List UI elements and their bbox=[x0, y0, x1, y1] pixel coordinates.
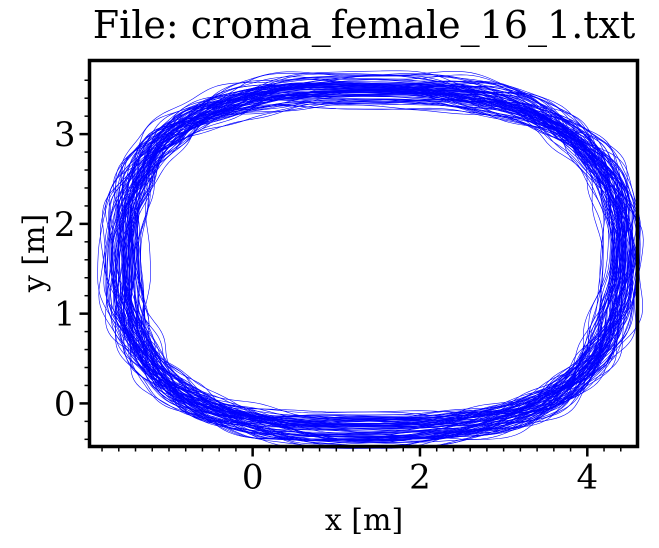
trajectory-lap bbox=[132, 73, 616, 445]
trajectory-lap bbox=[136, 90, 615, 428]
trajectory-lap bbox=[125, 99, 625, 419]
trajectory-traces bbox=[97, 70, 644, 449]
y-axis-ticks: 0 1 2 3 bbox=[54, 79, 90, 441]
trajectory-lap bbox=[113, 82, 644, 435]
x-axis-label: x [m] bbox=[325, 503, 403, 538]
trajectory-lap bbox=[129, 94, 637, 418]
trajectory-lap bbox=[123, 90, 627, 426]
trajectory-lap bbox=[129, 88, 614, 429]
trajectory-lap bbox=[134, 102, 619, 425]
trajectory-lap bbox=[103, 95, 617, 423]
trajectory-lap bbox=[109, 84, 641, 423]
x-axis-ticks: 0 2 4 bbox=[101, 446, 622, 498]
trajectory-lap bbox=[114, 79, 623, 442]
y-tick-label: 1 bbox=[54, 295, 76, 335]
trajectory-lap bbox=[123, 89, 623, 431]
trajectory-lap bbox=[120, 85, 639, 436]
trajectory-lap bbox=[128, 91, 627, 423]
trajectory-lap bbox=[117, 87, 634, 424]
trajectory-lap bbox=[123, 94, 624, 427]
trajectory-lap bbox=[109, 83, 630, 421]
trajectory-lap bbox=[134, 74, 616, 440]
trajectory-lap bbox=[107, 103, 633, 422]
trajectory-lap bbox=[119, 102, 605, 428]
trajectory-lap bbox=[114, 99, 625, 428]
trajectory-lap bbox=[122, 88, 627, 440]
trajectory-lap bbox=[123, 92, 620, 430]
trajectory-lap bbox=[123, 90, 615, 427]
trajectory-lap bbox=[119, 88, 620, 425]
trajectory-lap bbox=[123, 94, 627, 419]
y-tick-label: 0 bbox=[54, 384, 76, 424]
trajectory-lap bbox=[105, 98, 632, 428]
trajectory-lap bbox=[136, 89, 614, 439]
x-tick-label: 4 bbox=[576, 458, 598, 498]
x-tick-label: 2 bbox=[409, 458, 431, 498]
y-axis-label: y [m] bbox=[17, 214, 52, 293]
trajectory-lap bbox=[119, 102, 644, 429]
trajectory-lap bbox=[113, 99, 637, 427]
trajectory-lap bbox=[128, 74, 623, 440]
trajectory-lap bbox=[122, 84, 631, 449]
trajectory-lap bbox=[125, 91, 630, 417]
trajectory-lap bbox=[135, 90, 621, 421]
trajectory-lap bbox=[106, 104, 618, 427]
trajectory-lap bbox=[134, 94, 627, 419]
trajectory-lap bbox=[124, 90, 626, 438]
trajectory-lap bbox=[118, 91, 619, 428]
trajectory-lap bbox=[140, 78, 613, 435]
trajectory-lap bbox=[124, 87, 619, 445]
y-tick-label: 2 bbox=[54, 205, 76, 245]
trajectory-lap bbox=[121, 85, 615, 439]
plot-frame bbox=[87, 58, 640, 449]
chart-title: File: croma_female_16_1.txt bbox=[93, 3, 636, 48]
trajectory-lap bbox=[130, 83, 622, 441]
trajectory-lap bbox=[129, 86, 623, 425]
trajectory-lap bbox=[132, 93, 620, 421]
trajectory-lap bbox=[126, 95, 604, 423]
trajectory-lap bbox=[97, 82, 631, 441]
y-tick-label: 3 bbox=[54, 115, 76, 155]
trajectory-lap bbox=[128, 94, 611, 419]
x-tick-label: 0 bbox=[242, 458, 264, 498]
trajectory-lap bbox=[122, 81, 623, 427]
trajectory-lap bbox=[129, 88, 621, 432]
